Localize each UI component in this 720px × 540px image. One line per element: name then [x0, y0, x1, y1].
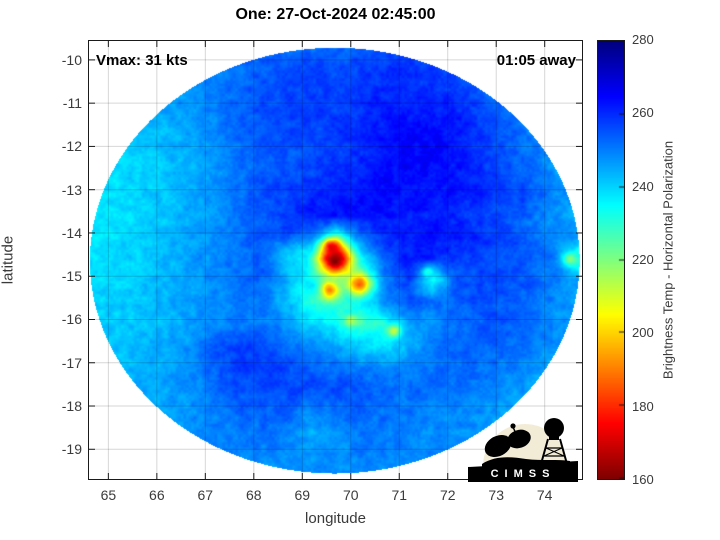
x-axis-label: longitude	[305, 510, 366, 527]
colorbar-label: Brightness Temp - Horizontal Polarizatio…	[660, 140, 676, 380]
x-tick-label: 70	[342, 487, 359, 503]
y-tick-label: -16	[61, 311, 82, 328]
x-tick-label: 74	[536, 487, 553, 503]
colorbar-canvas	[598, 41, 624, 479]
grid-ticks-overlay	[88, 40, 583, 480]
y-tick-label: -15	[61, 268, 82, 285]
y-tick-label: -11	[62, 95, 82, 112]
colorbar-tick-label: 220	[632, 252, 654, 267]
y-tick-label: -14	[61, 224, 82, 241]
colorbar-tick-label: 280	[632, 32, 654, 47]
x-tick-label: 65	[100, 487, 117, 503]
colorbar-tick-label: 240	[632, 178, 654, 194]
y-tick-label: -12	[61, 138, 82, 155]
y-axis-label: latitude	[0, 235, 17, 285]
colorbar-tick-label: 200	[632, 325, 654, 341]
y-tick-label: -13	[61, 181, 82, 198]
heatmap-canvas	[88, 40, 583, 480]
colorbar	[597, 40, 625, 480]
chart-title: One: 27-Oct-2024 02:45:00	[235, 6, 436, 23]
x-tick-label: 71	[391, 487, 408, 503]
y-tick-label: -17	[61, 354, 82, 371]
x-tick-label: 69	[294, 487, 311, 503]
cimss-text: CIMSS	[491, 468, 556, 480]
plot-area	[88, 40, 583, 480]
x-tick-label: 67	[197, 487, 214, 503]
water-tower-icon	[540, 418, 568, 465]
colorbar-tick-label: 160	[632, 472, 654, 487]
y-tick-label: -19	[61, 441, 82, 458]
cimss-banner	[468, 461, 578, 482]
vmax-annotation: Vmax: 31 kts	[96, 52, 188, 69]
y-tick-label: -10	[61, 51, 82, 68]
x-tick-label: 68	[246, 487, 262, 503]
cimss-logo: CIMSS	[468, 418, 578, 482]
colorbar-tick-label: 180	[632, 398, 654, 414]
axis-border	[88, 40, 583, 480]
y-tick-label: -18	[61, 398, 82, 415]
x-tick-label: 72	[439, 487, 456, 503]
x-tick-label: 73	[488, 487, 504, 503]
x-tick-label: 66	[149, 487, 165, 503]
colorbar-tick-label: 260	[632, 105, 654, 121]
eta-annotation: 01:05 away	[496, 52, 576, 69]
